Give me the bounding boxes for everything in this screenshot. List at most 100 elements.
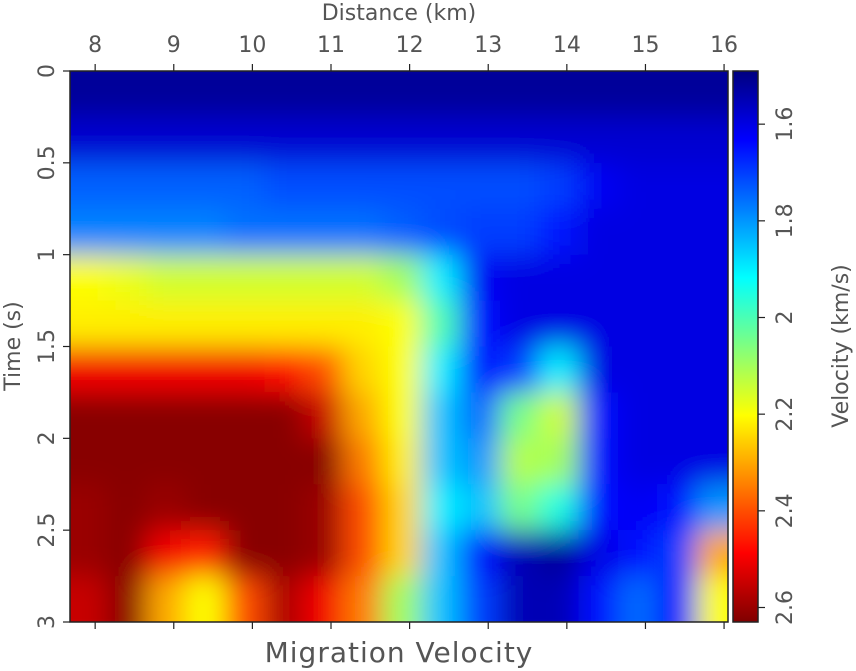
heat-cell — [382, 484, 422, 531]
heat-cell — [421, 208, 462, 256]
heat-cell — [146, 300, 187, 347]
heat-cell — [185, 576, 226, 622]
chart-title: Distance (km) — [322, 1, 477, 26]
heat-cell — [696, 392, 728, 439]
heatmap — [70, 71, 728, 622]
heat-cell — [342, 530, 383, 577]
heat-cell — [342, 208, 383, 256]
heat-cell — [617, 71, 658, 118]
y-tick-label: 0 — [35, 64, 60, 78]
heat-cell — [224, 71, 265, 118]
heat-cell — [146, 530, 187, 577]
colorbar-tick-label: 1.8 — [773, 203, 798, 238]
heat-cell — [224, 346, 265, 393]
heat-cell — [539, 254, 580, 302]
x-tick-label: 14 — [553, 33, 581, 58]
heat-cell — [460, 71, 501, 118]
heat-cell — [303, 346, 344, 393]
heat-cell — [617, 530, 658, 577]
heat-cell — [342, 346, 383, 393]
heat-cell — [106, 392, 147, 439]
heat-cell — [617, 438, 658, 485]
heat-cell — [382, 346, 422, 393]
heat-cell — [70, 254, 108, 302]
heat-cell — [146, 484, 187, 531]
heat-cell — [500, 208, 540, 256]
heat-cell — [264, 254, 304, 302]
heat-cell — [264, 71, 304, 118]
heat-cell — [106, 71, 147, 118]
heat-cell — [421, 346, 462, 393]
colorbar-label: Velocity (km/s) — [829, 264, 854, 428]
heat-cell — [539, 576, 580, 622]
y-tick-label: 2 — [35, 431, 60, 445]
heat-cell — [696, 71, 728, 118]
heat-cell — [500, 71, 540, 118]
heat-cell — [657, 346, 698, 393]
heat-cell — [460, 346, 501, 393]
heat-cell — [185, 300, 226, 347]
heat-cell — [421, 71, 462, 118]
heat-cell — [342, 116, 383, 164]
heat-cell — [146, 71, 187, 118]
heat-cell — [696, 346, 728, 393]
heat-cell — [421, 576, 462, 622]
x-tick-label: 15 — [631, 33, 659, 58]
heat-cell — [617, 162, 658, 210]
y-tick-label: 3 — [35, 615, 60, 629]
heat-cell — [539, 300, 580, 347]
heat-cell — [657, 162, 698, 210]
heat-cell — [657, 116, 698, 164]
heat-cell — [578, 300, 619, 347]
heat-cell — [106, 162, 147, 210]
heat-cell — [539, 162, 580, 210]
heat-cell — [303, 484, 344, 531]
heat-cell — [224, 576, 265, 622]
heat-cell — [657, 530, 698, 577]
heat-cell — [106, 116, 147, 164]
heat-cell — [421, 254, 462, 302]
heat-cell — [382, 208, 422, 256]
heat-cell — [70, 208, 108, 256]
heat-cell — [500, 484, 540, 531]
heat-cell — [224, 116, 265, 164]
heat-cell — [578, 208, 619, 256]
heat-cell — [146, 346, 187, 393]
heat-cell — [106, 530, 147, 577]
heat-cell — [657, 576, 698, 622]
heat-cell — [185, 438, 226, 485]
heat-cell — [342, 392, 383, 439]
heat-cell — [224, 300, 265, 347]
heat-cell — [539, 208, 580, 256]
heat-cell — [500, 392, 540, 439]
heat-cell — [185, 530, 226, 577]
heat-cell — [224, 162, 265, 210]
heat-cell — [264, 300, 304, 347]
y-tick-label: 1 — [35, 248, 60, 262]
heat-cell — [185, 254, 226, 302]
heat-cell — [617, 576, 658, 622]
heat-cell — [617, 484, 658, 531]
heat-cell — [421, 484, 462, 531]
heat-cell — [303, 162, 344, 210]
heat-cell — [460, 254, 501, 302]
heat-cell — [657, 438, 698, 485]
heat-cell — [421, 392, 462, 439]
heat-cell — [224, 530, 265, 577]
heat-cell — [696, 484, 728, 531]
heat-cell — [264, 392, 304, 439]
heat-cell — [303, 438, 344, 485]
heat-cell — [578, 346, 619, 393]
heat-cell — [617, 208, 658, 256]
heat-cell — [342, 71, 383, 118]
heat-cell — [460, 300, 501, 347]
heat-cell — [421, 530, 462, 577]
heat-cell — [460, 530, 501, 577]
heat-cell — [264, 484, 304, 531]
heat-cell — [500, 300, 540, 347]
heat-cell — [303, 116, 344, 164]
heat-cell — [539, 392, 580, 439]
heat-cell — [303, 254, 344, 302]
heat-cell — [106, 208, 147, 256]
heat-cell — [382, 116, 422, 164]
